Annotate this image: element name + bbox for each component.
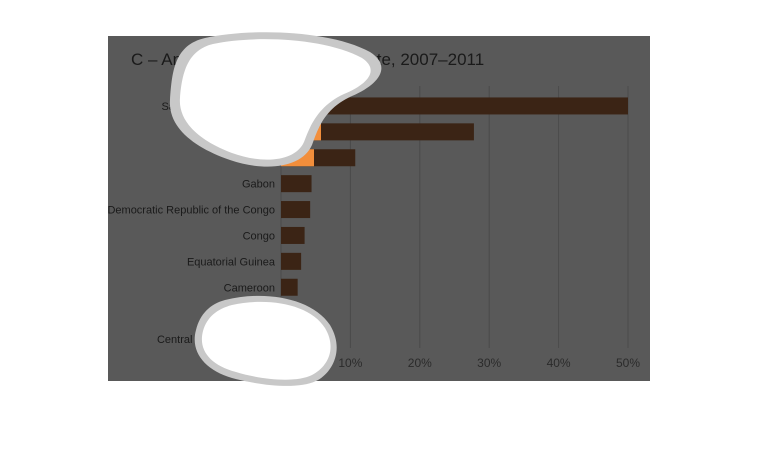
category-label: Congo	[243, 230, 275, 242]
chart-panel: C – Annual blood examination rate, 2007–…	[108, 36, 650, 381]
category-label: Equatorial Guinea	[187, 256, 276, 268]
bar-highlight	[281, 149, 314, 167]
bar	[281, 201, 311, 219]
x-tick-label: 20%	[408, 356, 432, 370]
bar	[281, 278, 298, 296]
bar-highlight	[281, 97, 325, 115]
category-label: Cameroon	[224, 282, 275, 294]
bar	[281, 226, 305, 244]
category-label: Democratic Republic of the Congo	[108, 205, 275, 217]
x-tick-label: 50%	[616, 356, 640, 370]
category-label: Sao Tome and Principe	[161, 101, 275, 113]
bar	[281, 175, 312, 193]
bar-highlight	[281, 123, 321, 141]
x-tick-label: 0%	[272, 356, 290, 370]
bar-highlight	[281, 304, 288, 322]
category-label: Central African Republic	[157, 334, 276, 346]
bar	[281, 97, 628, 115]
bar	[281, 252, 302, 270]
x-tick-label: 30%	[477, 356, 501, 370]
x-tick-label: 40%	[547, 356, 571, 370]
x-tick-label: 10%	[338, 356, 362, 370]
category-label: Chad	[249, 308, 275, 320]
category-label: Gabon	[242, 179, 275, 191]
category-label: Burundi	[237, 127, 275, 139]
category-label: Angola	[241, 153, 276, 165]
bar-chart: 0% 10% 20% 30% 40% 50% Sao Tome and Principe Bu…	[108, 86, 640, 370]
